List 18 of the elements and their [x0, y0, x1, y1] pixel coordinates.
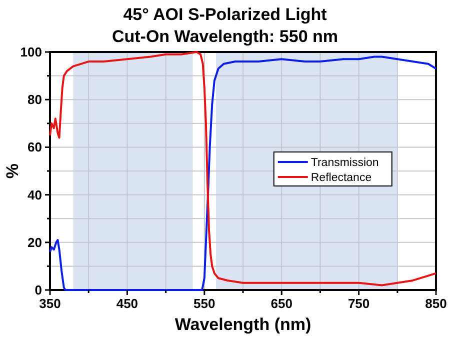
x-tick-label: 450	[116, 296, 138, 311]
x-tick-label: 550	[194, 296, 216, 311]
y-tick-label: 80	[28, 92, 42, 108]
y-tick-label: 40	[28, 187, 42, 202]
y-tick-label: 60	[28, 140, 42, 155]
legend-label: Transmission	[310, 156, 379, 169]
y-tick-label: 100	[20, 44, 42, 60]
x-tick-label: 850	[425, 296, 447, 311]
y-axis-title: %	[3, 163, 22, 179]
x-tick-label: 650	[270, 296, 292, 311]
chart-title: 45° AOI S-Polarized Light	[123, 5, 328, 24]
x-axis-title: Wavelength (nm)	[174, 315, 312, 334]
x-tick-label: 750	[348, 296, 370, 311]
y-tick-label: 20	[28, 234, 42, 250]
chart-subtitle: Cut-On Wavelength: 550 nm	[112, 27, 338, 46]
legend-label: Reflectance	[310, 172, 372, 184]
y-tick-label: 0	[34, 282, 42, 298]
x-tick-label: 350	[39, 296, 61, 311]
